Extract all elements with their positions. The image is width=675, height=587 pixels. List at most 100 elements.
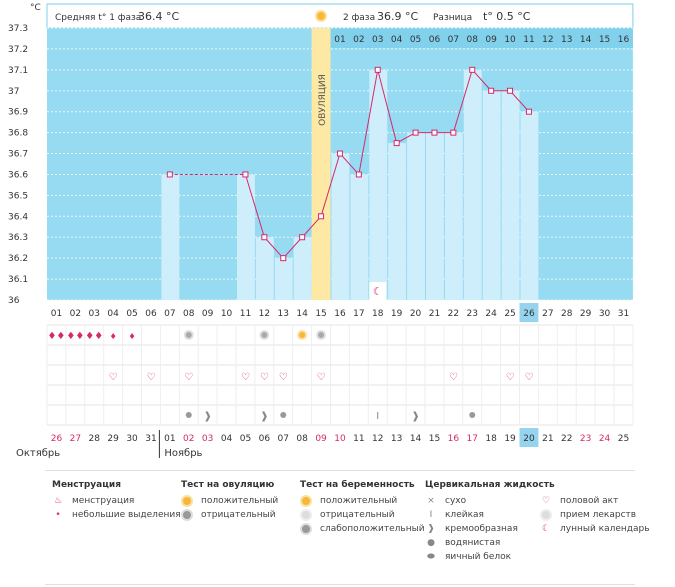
legend-item: менструация xyxy=(72,496,135,506)
cycle-day-label: 25 xyxy=(504,309,515,319)
phase2-day-label: 13 xyxy=(561,35,572,45)
calendar-date-label: 18 xyxy=(485,434,497,444)
cycle-day-label: 08 xyxy=(183,309,195,319)
phase2-day-label: 16 xyxy=(618,35,630,45)
y-tick-label: 37.1 xyxy=(8,66,28,76)
legend-item: яичный белок xyxy=(445,552,512,562)
legend-item: сухо xyxy=(445,496,467,506)
light-discharge-icon: ♦ xyxy=(128,332,135,341)
cycle-day-label: 29 xyxy=(580,309,592,319)
phase1-value: 36.4 °C xyxy=(138,10,179,23)
temperature-bar xyxy=(293,237,312,300)
temperature-point xyxy=(299,234,306,241)
menstruation-icon: ♦♦ xyxy=(66,331,84,342)
temperature-line-segment xyxy=(471,69,492,92)
temperature-point xyxy=(431,129,438,136)
legend-item: положительный xyxy=(320,496,398,506)
intercourse-icon: ♡ xyxy=(449,372,458,383)
legend-pregnancy-test: Тест на беременность положительный отриц… xyxy=(300,480,425,536)
calendar-date-label: 21 xyxy=(542,434,553,444)
temperature-bar xyxy=(407,132,425,300)
cycle-day-label: 27 xyxy=(542,309,553,319)
heart-icon: ♡ xyxy=(541,496,551,506)
legend-title: Цервикальная жидкость xyxy=(425,480,555,490)
ovulation-label: ОВУЛЯЦИЯ xyxy=(318,74,328,126)
menstruation-icon: ♦♦ xyxy=(85,331,103,342)
calendar-date-label: 03 xyxy=(202,434,213,444)
egg-white-icon: ⬬ xyxy=(427,552,435,562)
calendar-date-label: 23 xyxy=(580,434,591,444)
y-unit: °C xyxy=(30,3,41,13)
y-tick-label: 36.3 xyxy=(8,233,28,243)
temperature-bar xyxy=(350,174,369,300)
temperature-point xyxy=(525,108,532,115)
phase1-label: Средняя t° 1 фаза xyxy=(55,13,141,23)
temperature-line-segment xyxy=(244,174,265,238)
cycle-day-label: 05 xyxy=(126,309,137,319)
drops-icon: ♨ xyxy=(53,496,63,506)
calendar-date-label: 04 xyxy=(221,434,233,444)
legend-item: водянистая xyxy=(445,538,501,548)
temperature-line-segment xyxy=(358,69,379,175)
intercourse-icon: ♡ xyxy=(279,372,288,383)
temperature-point xyxy=(261,234,268,241)
calendar-date-label: 10 xyxy=(334,434,346,444)
temperature-line-segment xyxy=(509,90,530,113)
y-tick-label: 36 xyxy=(8,296,20,306)
intercourse-icon: ♡ xyxy=(109,372,118,383)
temperature-point xyxy=(280,255,287,262)
phase2-day-label: 11 xyxy=(523,35,534,45)
calendar-date-label: 29 xyxy=(107,434,119,444)
legend-ovulation-test: Тест на овуляцию положительный отрицател… xyxy=(181,480,278,522)
creamy-icon: ❱ xyxy=(427,524,435,534)
creamy-fluid-icon: ❱ xyxy=(411,411,419,422)
watery-icon: ● xyxy=(427,538,435,548)
phase2-day-label: 08 xyxy=(467,35,479,45)
diff-label: Разница xyxy=(433,13,472,23)
ovulation-test-negative-icon xyxy=(316,330,327,340)
temperature-bar xyxy=(161,174,180,300)
temperature-bar xyxy=(482,90,501,301)
drop-icon: • xyxy=(55,510,61,520)
temperature-line-segment xyxy=(339,153,360,175)
temperature-bar xyxy=(444,132,463,300)
cycle-day-label: 22 xyxy=(448,309,459,319)
y-tick-label: 37 xyxy=(8,87,19,97)
calendar-date-label: 15 xyxy=(429,434,440,444)
intercourse-icon: ♡ xyxy=(260,372,269,383)
moon-icon: ☾ xyxy=(373,285,383,298)
cycle-day-label: 09 xyxy=(202,309,214,319)
calendar-date-label: 26 xyxy=(51,434,63,444)
cycle-day-label: 17 xyxy=(353,309,364,319)
calendar-date-label: 22 xyxy=(561,434,572,444)
cycle-day-label: 11 xyxy=(240,309,251,319)
legend-item: половой акт xyxy=(560,496,619,506)
pill-icon xyxy=(540,509,552,521)
temperature-line-segment xyxy=(263,236,284,259)
y-tick-label: 36.6 xyxy=(8,170,28,180)
ovulation-column xyxy=(311,28,331,300)
ovulation-test-positive-icon xyxy=(297,330,308,340)
temperature-bar xyxy=(369,69,388,300)
temperature-line-segment xyxy=(377,69,398,144)
temperature-bar xyxy=(237,174,255,300)
divider xyxy=(45,584,635,585)
temperature-bar xyxy=(463,69,482,300)
temperature-point xyxy=(166,171,173,178)
phase2-day-label: 04 xyxy=(391,35,403,45)
watery-fluid-icon xyxy=(280,412,287,418)
menstruation-icon: ♦♦ xyxy=(47,331,65,342)
cycle-day-label: 12 xyxy=(259,309,270,319)
cycle-day-label: 01 xyxy=(51,309,62,319)
legend-item: клейкая xyxy=(445,510,484,520)
temperature-bar xyxy=(331,153,350,300)
cycle-day-label: 16 xyxy=(334,309,346,319)
calendar-date-label: 17 xyxy=(467,434,478,444)
sticky-fluid-icon: I xyxy=(376,411,379,422)
cycle-day-label: 02 xyxy=(70,309,81,319)
phase2-day-label: 05 xyxy=(410,35,421,45)
cycle-day-label: 15 xyxy=(315,309,326,319)
ovulation-test-negative-icon xyxy=(183,330,194,340)
legend-title: Менструация xyxy=(52,480,121,490)
cycle-day-label: 04 xyxy=(107,309,119,319)
